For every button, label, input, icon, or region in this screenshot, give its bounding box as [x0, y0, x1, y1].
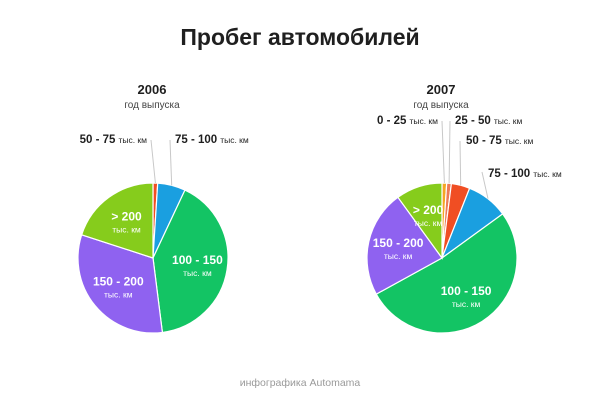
chart-2006-subtitle: год выпуска [124, 100, 180, 111]
unit-2006-100-150: тыс. км [183, 268, 212, 278]
label-2006-100-150: 100 - 150 [172, 253, 223, 267]
chart-2007-subtitle: год выпуска [413, 100, 469, 111]
label-2007-75-100: 75 - 100 тыс. км [488, 168, 562, 180]
label-2007-100-150: 100 - 150 [441, 284, 492, 298]
label-2007-0-25: 0 - 25 тыс. км [377, 115, 438, 127]
label-2007-150-200: 150 - 200 [373, 236, 424, 250]
unit-2007-100-150: тыс. км [452, 299, 481, 309]
slice-2006-150-200 [77, 234, 164, 334]
leader-2006-50-75 [150, 139, 156, 184]
footer-credit: инфографика Automama [239, 377, 361, 389]
chart-2006-year: 2006 [138, 82, 167, 97]
label-2006-150-200: 150 - 200 [93, 275, 144, 289]
leader-2007-75-100 [481, 171, 489, 199]
label-2006-200: > 200 [111, 210, 142, 224]
page-title: Пробег автомобилей [180, 24, 419, 50]
slice-2007-100-150 [375, 213, 518, 334]
leader-2007-0-25 [441, 120, 445, 184]
leader-2006-75-100 [169, 139, 173, 186]
leader-2007-25-50 [448, 120, 451, 184]
slice-2006-100-150 [152, 189, 229, 334]
slice-2007-150-200 [366, 196, 443, 295]
label-2007-25-50: 25 - 50 тыс. км [455, 115, 523, 127]
unit-2006-200: тыс. км [112, 225, 141, 235]
label-2007-200: > 200 [413, 203, 444, 217]
unit-2006-150-200: тыс. км [104, 290, 133, 300]
label-2006-50-75: 50 - 75 тыс. км [80, 134, 148, 146]
chart-2006: 2006 год выпуска 50 - 75 тыс. км 75 - 100 т… [77, 82, 249, 334]
unit-2007-200: тыс. км [414, 218, 443, 228]
slice-2007-200 [397, 182, 443, 260]
unit-2007-150-200: тыс. км [384, 251, 413, 261]
label-2007-50-75: 50 - 75 тыс. км [466, 135, 534, 147]
chart-2007: 2007 год выпуска 0 - 25 тыс. км 25 - 50 тыс… [366, 82, 562, 334]
slice-2006-200 [80, 182, 154, 259]
pie-2007: 0 - 25 тыс. км 25 - 50 тыс. км 50 - 75 тыс. к… [366, 115, 562, 334]
chart-2007-year: 2007 [427, 82, 456, 97]
leader-2007-50-75 [459, 140, 462, 186]
label-2006-75-100: 75 - 100 тыс. км [175, 134, 249, 146]
